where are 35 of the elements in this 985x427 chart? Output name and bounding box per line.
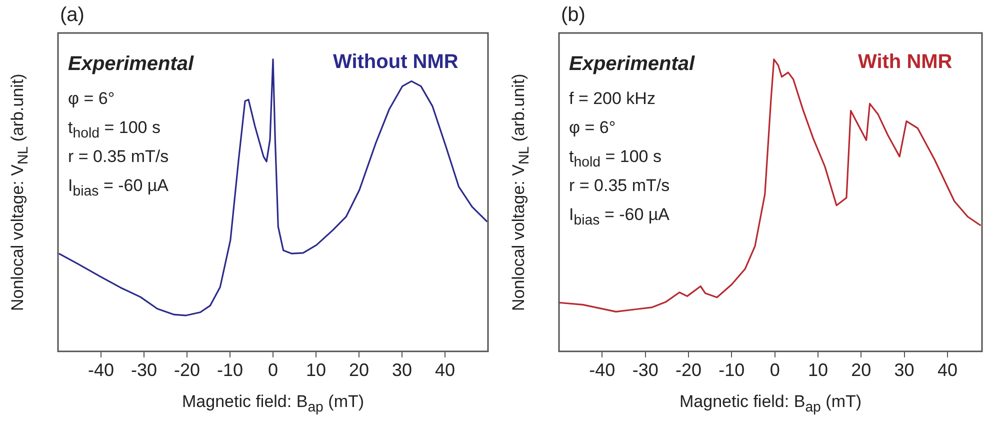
x-tick-label: -20 bbox=[174, 360, 200, 380]
annotation: I$_{bias}$ = -60 µA bbox=[569, 205, 670, 228]
x-tick-label: -20 bbox=[675, 360, 702, 380]
annotation: r = 0.35 mT/s bbox=[68, 147, 169, 167]
series-label: With NMR bbox=[858, 51, 952, 74]
x-tick-label: 30 bbox=[392, 360, 412, 380]
annotation: I$_{bias}$ = -60 µA bbox=[68, 176, 169, 200]
x-tick-label: 0 bbox=[770, 360, 780, 380]
x-tick-label: -10 bbox=[718, 360, 745, 380]
x-tick-label: 10 bbox=[306, 360, 326, 380]
x-axis-title: Magnetic field: B$_{ap}$ (mT) bbox=[680, 392, 862, 416]
annotation: t$_{hold}$ = 100 s bbox=[569, 147, 662, 170]
x-tick-label: 40 bbox=[434, 360, 456, 380]
x-axis-title: Magnetic field: B$_{ap}$ (mT) bbox=[182, 392, 364, 416]
x-tick-label: -30 bbox=[632, 360, 658, 380]
x-tick-label: 20 bbox=[851, 360, 872, 380]
x-tick-label: -10 bbox=[216, 360, 244, 380]
x-tick-label: 0 bbox=[268, 360, 278, 380]
annotation: r = 0.35 mT/s bbox=[569, 176, 670, 196]
annotation: f = 200 kHz bbox=[569, 89, 656, 109]
annotation: Experimental bbox=[569, 53, 695, 76]
x-tick-label: 40 bbox=[937, 360, 958, 380]
chart-title: (a) bbox=[60, 4, 84, 27]
annotation: Experimental bbox=[68, 53, 194, 76]
x-tick-label: -40 bbox=[88, 360, 114, 380]
series-label: Without NMR bbox=[333, 51, 458, 74]
annotation: φ = 6° bbox=[68, 89, 115, 109]
x-tick-label: 30 bbox=[894, 360, 914, 380]
x-tick-label: -40 bbox=[589, 360, 616, 380]
annotation: t$_{hold}$ = 100 s bbox=[68, 118, 160, 142]
x-tick-label: -30 bbox=[130, 360, 158, 380]
x-tick-label: 10 bbox=[808, 360, 828, 380]
annotation: φ = 6° bbox=[569, 118, 616, 138]
chart-title: (b) bbox=[561, 4, 586, 27]
x-tick-label: 20 bbox=[348, 360, 370, 380]
